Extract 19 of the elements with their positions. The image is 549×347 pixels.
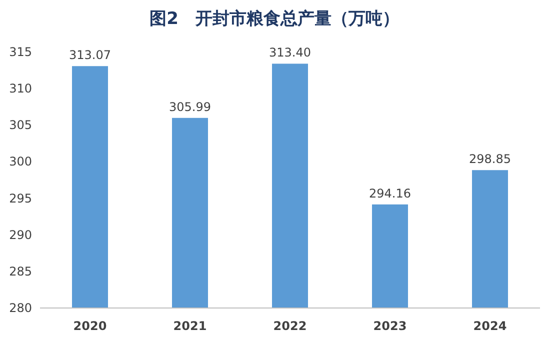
ytick: 295 (9, 191, 32, 206)
title: 图2 开封市粮食总产量（万吨） (150, 9, 400, 29)
xtick: 2020 (73, 319, 107, 333)
xtick: 2022 (273, 319, 307, 333)
ytick: 315 (9, 45, 32, 59)
data-label: 305.99 (169, 100, 211, 114)
data-label: 294.16 (369, 186, 411, 200)
ytick: 285 (9, 264, 32, 278)
xtick: 2021 (173, 319, 207, 333)
ytick: 290 (9, 228, 32, 242)
data-label: 313.07 (69, 48, 111, 62)
data-label: 313.40 (269, 46, 311, 60)
xtick: 2023 (373, 319, 407, 333)
ytick: 300 (9, 154, 32, 169)
ytick: 305 (9, 118, 32, 132)
ytick: 280 (9, 301, 32, 315)
ytick: 310 (9, 82, 32, 96)
xtick: 2024 (473, 319, 507, 333)
data-label: 298.85 (469, 152, 511, 166)
